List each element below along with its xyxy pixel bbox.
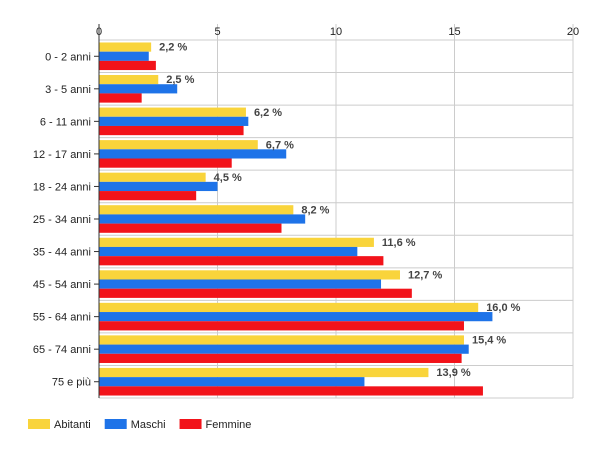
bar-maschi (99, 246, 358, 257)
grid-layer (98, 24, 574, 399)
bar-femmine (99, 158, 232, 168)
bar-maschi (99, 377, 365, 387)
x-tick-label: 5 (214, 26, 220, 38)
bar-abitanti (99, 42, 152, 52)
category-label: 6 - 11 anni (40, 116, 91, 128)
category-label: 0 - 2 anni (45, 51, 91, 63)
data-label: 6,2 % (254, 107, 282, 119)
bar-maschi (99, 214, 306, 224)
bar-maschi (99, 181, 218, 192)
data-label: 12,7 % (408, 269, 442, 281)
bar-abitanti (99, 270, 400, 280)
bar-maschi (99, 279, 382, 289)
bar-maschi (99, 149, 287, 159)
bars-layer (99, 42, 493, 396)
bar-maschi (99, 312, 493, 322)
bar-femmine (99, 256, 384, 266)
category-label: 12 - 17 anni (33, 149, 91, 161)
category-label: 3 - 5 anni (45, 84, 91, 96)
bar-maschi (99, 344, 469, 354)
bar-abitanti (99, 172, 206, 182)
legend-swatch-abitanti (28, 419, 50, 429)
legend-swatch-maschi (104, 419, 127, 429)
bar-femmine (99, 223, 282, 233)
data-label: 16,0 % (486, 302, 520, 314)
bar-femmine (99, 125, 244, 136)
category-label: 75 e più (52, 377, 91, 389)
bar-maschi (99, 84, 178, 94)
bar-abitanti (99, 335, 464, 345)
bar-abitanti (99, 205, 294, 215)
bar-femmine (99, 93, 142, 103)
bar-femmine (99, 191, 197, 201)
category-label: 65 - 74 anni (33, 344, 91, 356)
category-label: 25 - 34 anni (33, 214, 91, 226)
x-tick-label: 10 (330, 26, 342, 38)
bar-abitanti (99, 237, 374, 247)
x-tick-label: 15 (448, 26, 460, 38)
data-label: 2,5 % (166, 74, 194, 86)
data-label: 15,4 % (472, 335, 506, 347)
data-label: 11,6 % (382, 237, 416, 249)
bar-maschi (99, 51, 149, 61)
bar-femmine (99, 288, 412, 298)
category-label: 55 - 64 anni (33, 312, 91, 324)
data-label: 8,2 % (301, 204, 329, 216)
legend-label-maschi: Maschi (131, 419, 166, 431)
category-label: 18 - 24 anni (33, 181, 91, 193)
x-tick-label: 20 (567, 26, 579, 38)
bar-femmine (99, 386, 483, 396)
legend-swatch-femmine (179, 419, 202, 429)
bar-maschi (99, 116, 249, 126)
bar-femmine (99, 353, 462, 363)
data-label: 2,2 % (159, 42, 187, 54)
bar-femmine (99, 60, 156, 71)
data-label: 13,9 % (436, 367, 470, 379)
bar-abitanti (99, 140, 258, 150)
category-label: 35 - 44 anni (33, 247, 91, 259)
legend-label-femmine: Femmine (206, 419, 252, 431)
bar-abitanti (99, 302, 479, 313)
legend-label-abitanti: Abitanti (54, 419, 91, 431)
data-label: 4,5 % (214, 172, 242, 184)
data-labels-layer: 2,2 % 2,5 % 6,2 % 6,7 % 4,5 % 8,2 % 11,6 % 12,7… (159, 42, 521, 379)
bar-femmine (99, 321, 464, 331)
legend: Abitanti Maschi Femmine (28, 419, 251, 431)
data-label: 6,7 % (266, 139, 294, 151)
bar-abitanti (99, 75, 159, 85)
bar-abitanti (99, 107, 246, 117)
category-label: 45 - 54 anni (33, 279, 91, 291)
bar-abitanti (99, 367, 429, 378)
